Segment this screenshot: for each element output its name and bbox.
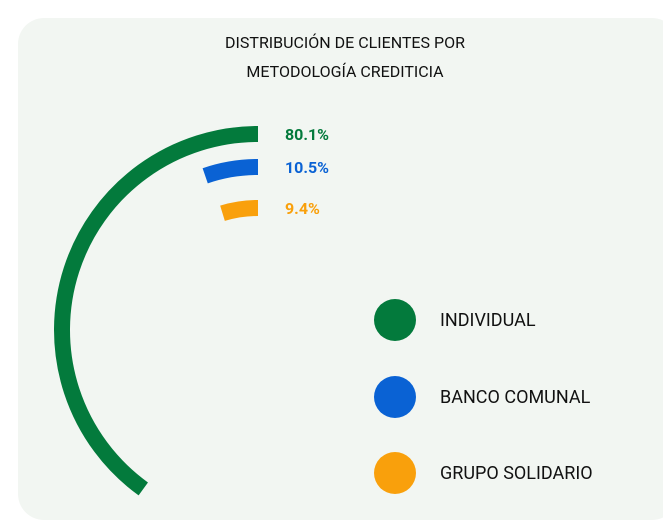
legend-swatch bbox=[374, 452, 416, 494]
value-label: 9.4% bbox=[285, 199, 320, 218]
legend-label: INDIVIDUAL bbox=[440, 310, 536, 331]
legend-swatch bbox=[374, 299, 416, 341]
value-label: 80.1% bbox=[285, 125, 329, 144]
legend-swatch bbox=[374, 376, 416, 418]
legend-label: GRUPO SOLIDARIO bbox=[440, 463, 593, 484]
arc-bar bbox=[220, 200, 259, 222]
value-label: 10.5% bbox=[285, 158, 329, 177]
arc-bar bbox=[54, 126, 259, 496]
legend-label: BANCO COMUNAL bbox=[440, 387, 591, 408]
card bbox=[18, 18, 663, 520]
chart-title: METODOLOGÍA CREDITICIA bbox=[246, 62, 444, 81]
chart-title: DISTRIBUCIÓN DE CLIENTES POR bbox=[225, 32, 465, 52]
arc-bar bbox=[202, 159, 259, 184]
